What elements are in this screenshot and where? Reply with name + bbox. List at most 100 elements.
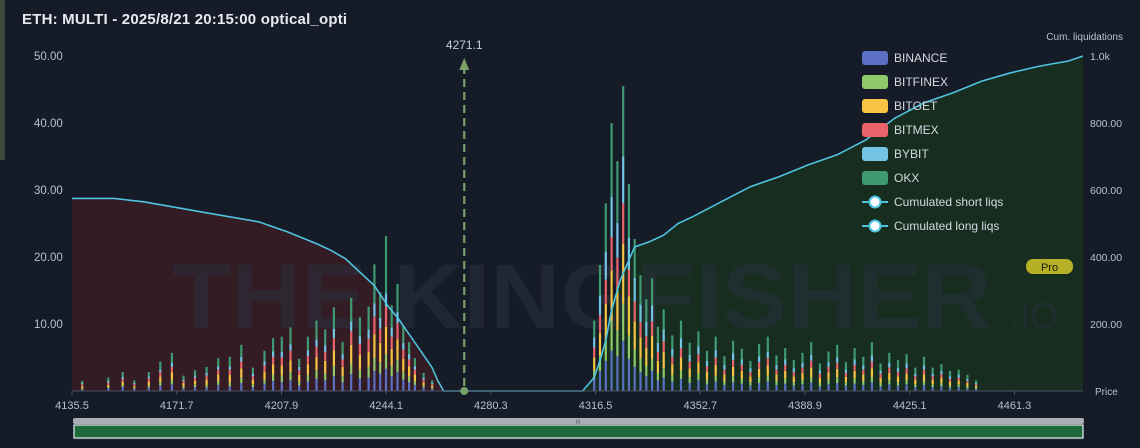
bar-bybit (133, 383, 136, 385)
bar-bitget (827, 372, 830, 380)
bar-bitfinex (159, 382, 162, 386)
bar-binance (367, 377, 370, 391)
bar-bitget (853, 370, 856, 379)
bar-binance (651, 370, 654, 391)
bar-bitmex (182, 380, 185, 383)
bar-bitfinex (905, 380, 908, 385)
bar-bitget (966, 383, 969, 387)
bar-binance (766, 381, 769, 391)
navigator-selection[interactable] (73, 424, 1084, 439)
bar-bybit (350, 321, 353, 332)
legend-item[interactable]: BYBIT (862, 147, 929, 161)
bar-bybit (272, 351, 275, 357)
bar-bybit (957, 374, 960, 378)
bar-bitmex (740, 364, 743, 371)
bar-bitget (396, 339, 399, 360)
bar-okx (905, 354, 908, 364)
bar-bybit (402, 342, 405, 350)
bar-okx (373, 264, 376, 304)
bar-binance (784, 383, 787, 391)
bar-okx (228, 356, 231, 367)
bar-binance (604, 360, 607, 391)
legend-label: Cumulated short liqs (894, 195, 1003, 209)
bar-okx (627, 184, 630, 238)
legend-label: BYBIT (894, 147, 929, 161)
bar-bitmex (766, 358, 769, 366)
bar-bitfinex (740, 378, 743, 384)
bar-bybit (818, 370, 821, 374)
bar-bitmex (775, 369, 778, 375)
window-edge (0, 0, 5, 160)
bar-bitmex (384, 306, 388, 327)
bar-bitmex (679, 348, 683, 358)
bar-binance (289, 380, 292, 391)
legend-item[interactable]: Cumulated long liqs (862, 219, 999, 233)
y-tick-label: 40.00 (34, 118, 63, 130)
bar-bitfinex (379, 362, 382, 374)
bar-bitmex (622, 203, 625, 244)
cumulated-short-liqs-line (464, 55, 1084, 392)
bar-bybit (714, 350, 717, 358)
bar-binance (957, 387, 960, 391)
bar-bybit (289, 344, 292, 351)
pro-badge[interactable] (1026, 259, 1073, 274)
legend-item[interactable]: BINANCE (862, 51, 947, 65)
cumulative-lines (72, 55, 1084, 392)
bar-okx (251, 367, 254, 374)
legend-item[interactable]: OKX (862, 171, 919, 185)
bar-binance (697, 380, 700, 391)
legend-item[interactable]: BITGET (862, 99, 938, 113)
bar-bitfinex (679, 370, 683, 379)
range-navigator[interactable]: ||| (73, 418, 1084, 440)
bar-bitfinex (107, 387, 110, 389)
bar-bitfinex (656, 372, 659, 381)
navigator-top-handle[interactable] (73, 418, 1084, 424)
bar-binance (422, 387, 425, 391)
bar-bybit (598, 295, 602, 316)
bar-bitmex (315, 346, 318, 357)
bar-bybit (205, 372, 208, 376)
bar-bitmex (298, 370, 301, 375)
bar-bitmex (723, 369, 726, 375)
bar-okx (341, 342, 344, 355)
bar-bitmex (240, 361, 243, 369)
bar-bitget (133, 386, 136, 388)
bar-okx (662, 309, 665, 330)
bar-bybit (627, 237, 630, 270)
bar-bitget (107, 385, 110, 387)
bar-binance (671, 381, 674, 391)
bar-bybit (922, 365, 926, 370)
y-tick-label: 10.00 (34, 319, 63, 331)
bar-bitget (182, 383, 185, 387)
bar-bitmex (147, 378, 150, 382)
y2-axis-title: Cum. liquidations (1046, 32, 1123, 43)
bar-bitmex (121, 378, 124, 382)
legend-item[interactable]: Cumulated short liqs (862, 195, 1003, 209)
legend-item[interactable]: BITFINEX (862, 75, 948, 89)
bar-binance (107, 388, 110, 391)
bar-bitfinex (697, 373, 700, 381)
legend-item[interactable]: BITMEX (862, 123, 939, 137)
bar-okx (914, 367, 917, 374)
bar-bitget (697, 362, 700, 374)
bar-binance (306, 381, 309, 391)
bar-bitfinex (324, 373, 327, 381)
bar-binance (801, 384, 804, 391)
bar-bitget (818, 377, 821, 383)
bar-bitget (379, 342, 382, 363)
short-liqs-area (464, 56, 1084, 391)
bar-bybit (298, 366, 301, 371)
x-tick-label: 4425.1 (893, 400, 927, 412)
bar-bitget (332, 350, 335, 367)
bar-bitget (723, 374, 726, 381)
bar-bybit (862, 365, 865, 370)
bar-okx (645, 299, 648, 322)
bar-bitget (598, 332, 602, 357)
bar-bitfinex (853, 378, 856, 384)
bar-bitget (784, 370, 787, 379)
bar-okx (801, 352, 804, 363)
bar-binance (639, 372, 642, 391)
bar-bitfinex (133, 387, 136, 389)
bar-bybit (966, 378, 969, 381)
